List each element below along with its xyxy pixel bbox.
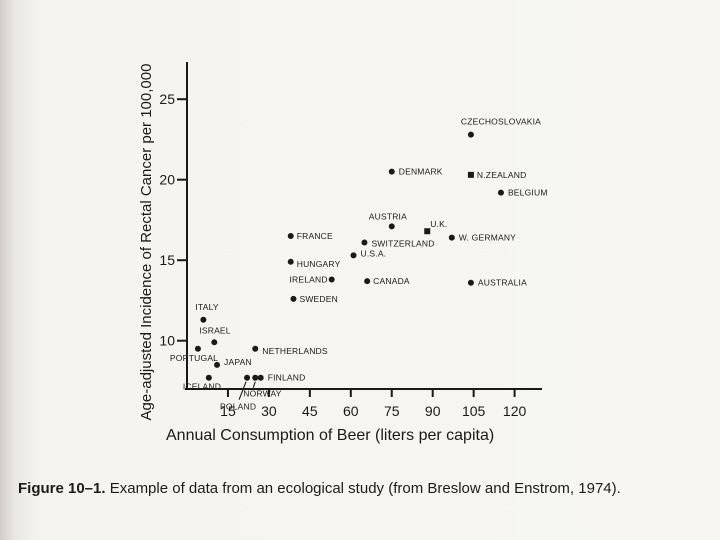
chart-axes — [185, 62, 542, 390]
point-label-portugal: PORTUGAL — [170, 353, 218, 363]
data-point-sweden — [290, 295, 297, 302]
y-tick-label: 20 — [159, 172, 175, 188]
point-label-italy: ITALY — [195, 302, 218, 312]
data-point-iceland — [205, 374, 212, 381]
x-tick-label: 15 — [220, 403, 236, 419]
y-tick-label: 25 — [159, 91, 175, 107]
point-label-france: FRANCE — [297, 231, 333, 241]
data-point-italy — [200, 316, 207, 323]
point-label-iceland: ICELAND — [183, 382, 221, 392]
data-point-israel — [211, 339, 218, 346]
data-point-u-s-a — [350, 252, 357, 259]
norway-leader-line — [252, 381, 256, 388]
x-tick-label: 90 — [425, 403, 441, 419]
point-label-poland: POLAND — [220, 402, 256, 412]
point-label-w-germany: W. GERMANY — [459, 233, 516, 243]
point-label-czechoslovakia: CZECHOSLOVAKIA — [461, 117, 541, 127]
y-axis-ticks: 10 15 20 25 — [159, 91, 187, 349]
x-tick-label: 105 — [462, 403, 486, 419]
data-point-finland — [257, 374, 264, 381]
point-label-netherlands: NETHERLANDS — [262, 346, 328, 356]
point-label-switzerland: SWITZERLAND — [371, 238, 434, 248]
x-tick-label: 45 — [302, 403, 318, 419]
data-point-australia — [467, 279, 474, 286]
scatter-chart: 15 30 45 60 75 90 105 120 10 15 20 25 CZECHOSLOVAK… — [138, 62, 548, 444]
point-label-israel: ISRAEL — [199, 325, 231, 335]
figure-label: Figure 10–1. — [18, 480, 106, 497]
point-label-ireland: IRELAND — [289, 275, 327, 285]
point-label-n-zealand: N.ZEALAND — [477, 170, 527, 180]
data-point-belgium — [497, 189, 504, 196]
x-axis-ticks: 15 30 45 60 75 90 105 120 — [220, 389, 526, 419]
poland-leader-line — [238, 381, 247, 400]
point-label-japan: JAPAN — [224, 357, 252, 367]
data-point-netherlands — [252, 345, 259, 352]
point-label-u-s-a: U.S.A. — [361, 248, 387, 258]
x-tick-label: 30 — [261, 403, 277, 419]
point-label-norway: NORWAY — [243, 389, 281, 399]
y-tick-label: 10 — [159, 333, 175, 349]
point-label-austria: AUSTRIA — [369, 211, 407, 221]
data-point-austria — [388, 223, 395, 230]
data-points: CZECHOSLOVAKIA DENMARK N.ZEALAND BELGIUM AUS… — [170, 117, 548, 412]
y-tick-label: 15 — [159, 252, 175, 268]
x-tick-label: 60 — [343, 403, 359, 419]
figure-caption-text: Example of data from an ecological study… — [109, 480, 621, 497]
point-label-belgium: BELGIUM — [508, 188, 548, 198]
point-label-canada: CANADA — [373, 276, 410, 286]
data-point-denmark — [388, 168, 395, 175]
data-point-canada — [364, 278, 371, 285]
x-tick-label: 75 — [384, 403, 400, 419]
point-label-finland: FINLAND — [268, 373, 306, 383]
point-label-sweden: SWEDEN — [299, 294, 338, 304]
data-point-u-k — [424, 228, 431, 235]
point-label-hungary: HUNGARY — [297, 259, 341, 269]
data-point-poland — [244, 374, 251, 381]
data-point-w-germany — [448, 234, 455, 241]
x-tick-label: 120 — [503, 403, 527, 419]
data-point-czechoslovakia — [467, 131, 474, 138]
point-label-denmark: DENMARK — [399, 167, 443, 177]
point-label-australia: AUSTRALIA — [478, 278, 527, 288]
data-point-portugal — [194, 345, 201, 352]
data-point-n-zealand — [467, 171, 474, 178]
data-point-ireland — [328, 276, 335, 283]
figure-caption: Figure 10–1. Example of data from an eco… — [18, 478, 708, 500]
data-point-norway — [252, 374, 259, 381]
point-label-u-k: U.K. — [430, 219, 447, 229]
data-point-japan — [214, 361, 221, 368]
data-point-france — [287, 233, 294, 240]
y-axis-title: Age-adjusted Incidence of Rectal Cancer … — [138, 64, 155, 421]
data-point-switzerland — [361, 239, 368, 246]
data-point-hungary — [287, 258, 294, 265]
x-axis-title: Annual Consumption of Beer (liters per c… — [166, 427, 494, 444]
